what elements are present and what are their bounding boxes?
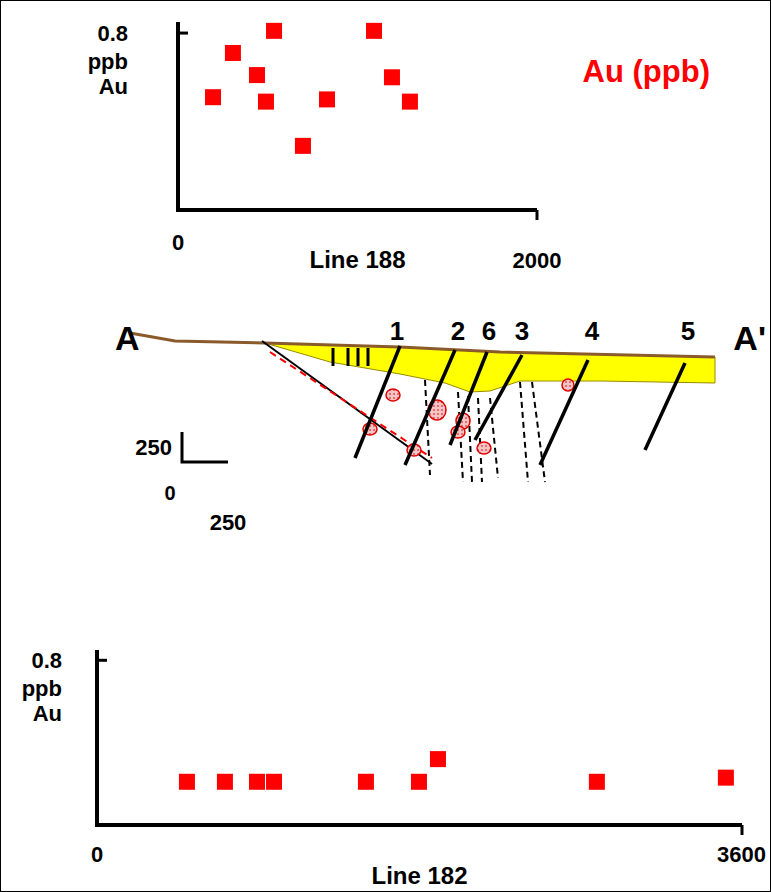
figure: 0.8ppbAu02000Line 188Au (ppb)0.8ppbAu036… (0, 0, 771, 892)
x-tick-label: 3600 (717, 842, 766, 867)
thrust (262, 341, 432, 464)
point (179, 774, 195, 790)
point (319, 91, 335, 107)
point (258, 94, 274, 110)
inferred-fault (468, 396, 472, 482)
scale-bar (182, 432, 228, 462)
fault-label: 5 (681, 316, 695, 346)
fault-label: 1 (390, 316, 404, 346)
point (225, 45, 241, 61)
ore-body (562, 379, 574, 391)
vein (367, 348, 370, 366)
inferred-fault (532, 382, 545, 482)
point (384, 69, 400, 85)
point (358, 774, 374, 790)
inferred-fault (425, 380, 430, 475)
y-axis (176, 22, 180, 212)
scale-vertical: 250 (135, 435, 172, 460)
point (249, 774, 265, 790)
point (366, 23, 382, 39)
point (217, 774, 233, 790)
x-axis (97, 823, 742, 827)
ore-body (386, 389, 400, 401)
fault-label: 6 (482, 316, 496, 346)
inferred-fault (520, 382, 528, 482)
fault-label: 2 (451, 316, 465, 346)
section-start: A (115, 319, 140, 357)
y-axis-title: ppbAu (22, 676, 62, 726)
points (179, 751, 734, 790)
point (266, 774, 282, 790)
y-axis (95, 650, 99, 827)
title: Au (ppb) (583, 54, 710, 89)
fault (405, 350, 455, 465)
scale-horizontal: 250 (210, 510, 247, 535)
x-tick (741, 825, 744, 835)
fault-label: 4 (585, 316, 600, 346)
vein (357, 348, 360, 366)
point (205, 89, 221, 105)
point (295, 138, 311, 154)
point (402, 94, 418, 110)
section-end: A' (733, 319, 766, 357)
point (411, 774, 427, 790)
x-tick-label: 0 (172, 230, 184, 255)
y-axis-title: ppbAu (88, 49, 128, 99)
inferred-fault (478, 398, 482, 482)
point (266, 23, 282, 39)
frame (1, 1, 771, 892)
fault (540, 360, 588, 465)
point (589, 774, 605, 790)
dashed-contact (270, 352, 432, 458)
vein (332, 348, 335, 366)
cross-section: 1 263 4 5 A A' 250 0 250 (115, 316, 766, 535)
point (718, 770, 734, 786)
x-axis-title: Line 188 (309, 246, 405, 273)
y-tick (178, 32, 188, 35)
y-axis-title-line: ppb (88, 49, 128, 74)
point (430, 751, 446, 767)
y-tick-label: 0.8 (31, 648, 62, 673)
chart: 0.8 ppbAu 0 2000 Line 188 Au (ppb) (88, 21, 710, 273)
y-axis-title-line: Au (99, 74, 128, 99)
chart: 0.8 ppbAu 0 3600 Line 182 (22, 648, 766, 889)
x-tick-label: 0 (91, 842, 103, 867)
ground-surface (130, 333, 715, 357)
fault (475, 355, 522, 440)
vein (347, 348, 350, 366)
y-tick-label: 0.8 (97, 21, 128, 46)
x-tick-label: 2000 (513, 248, 562, 273)
fault (355, 346, 400, 458)
y-axis-title-line: ppb (22, 676, 62, 701)
x-tick (536, 210, 539, 220)
point (249, 67, 265, 83)
scale-origin: 0 (164, 482, 175, 504)
x-axis (178, 208, 537, 212)
y-tick (97, 659, 107, 662)
ore-body (477, 442, 491, 454)
fault-label: 3 (515, 316, 529, 346)
x-axis-title: Line 182 (371, 862, 467, 889)
points (205, 23, 418, 154)
fault (645, 363, 685, 450)
y-axis-title-line: Au (33, 701, 62, 726)
